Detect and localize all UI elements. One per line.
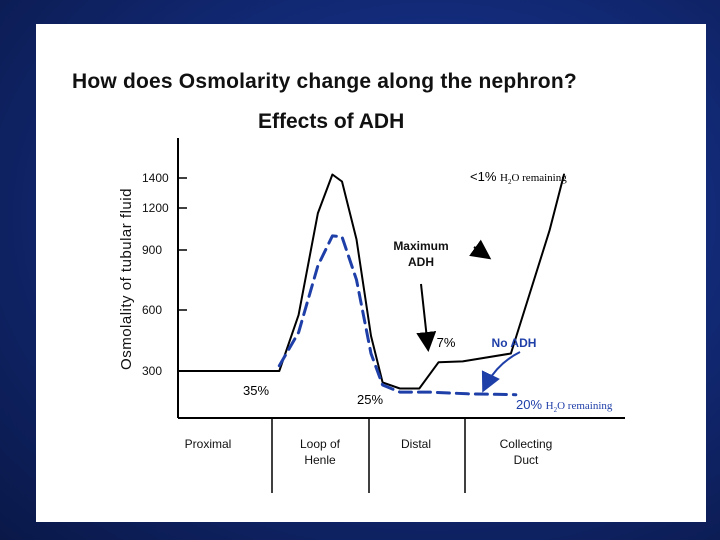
annotation-2: 7% — [437, 335, 456, 350]
arrow-max-adh-right — [469, 239, 492, 260]
page-subtitle: Effects of ADH — [258, 110, 405, 133]
series-line-1 — [277, 234, 518, 397]
series-label-max-adh-0: Maximum — [393, 239, 448, 253]
annotation-3: <1% H2O remaining — [470, 169, 567, 186]
x-category-label-2-0: Distal — [401, 437, 431, 451]
x-category-label-3-1: Duct — [514, 453, 539, 467]
x-category-label-1-1: Henle — [304, 453, 336, 467]
y-axis-label: Osmolality of tubular fluid — [118, 188, 135, 370]
series-label-no-adh: No ADH — [492, 336, 537, 350]
annotation-0: 35% — [243, 383, 269, 398]
y-tick-label-2: 900 — [142, 243, 162, 257]
page-title: How does Osmolarity change along the nep… — [72, 70, 577, 93]
x-category-label-1-0: Loop of — [300, 437, 341, 451]
y-tick-label-1: 1200 — [142, 201, 169, 215]
x-category-label-3-0: Collecting — [500, 437, 553, 451]
arrow-max-adh-down — [416, 283, 437, 352]
series-label-max-adh-1: ADH — [408, 255, 434, 269]
y-tick-label-0: 1400 — [142, 171, 169, 185]
slide-background — [36, 24, 706, 522]
series-line-0 — [177, 173, 565, 390]
arrow-no-adh — [481, 351, 521, 393]
y-tick-label-4: 300 — [142, 364, 162, 378]
x-category-label-0-0: Proximal — [185, 437, 232, 451]
y-tick-label-3: 600 — [142, 303, 162, 317]
annotation-1: 25% — [357, 392, 383, 407]
annotation-4: 20% H2O remaining — [516, 397, 613, 414]
